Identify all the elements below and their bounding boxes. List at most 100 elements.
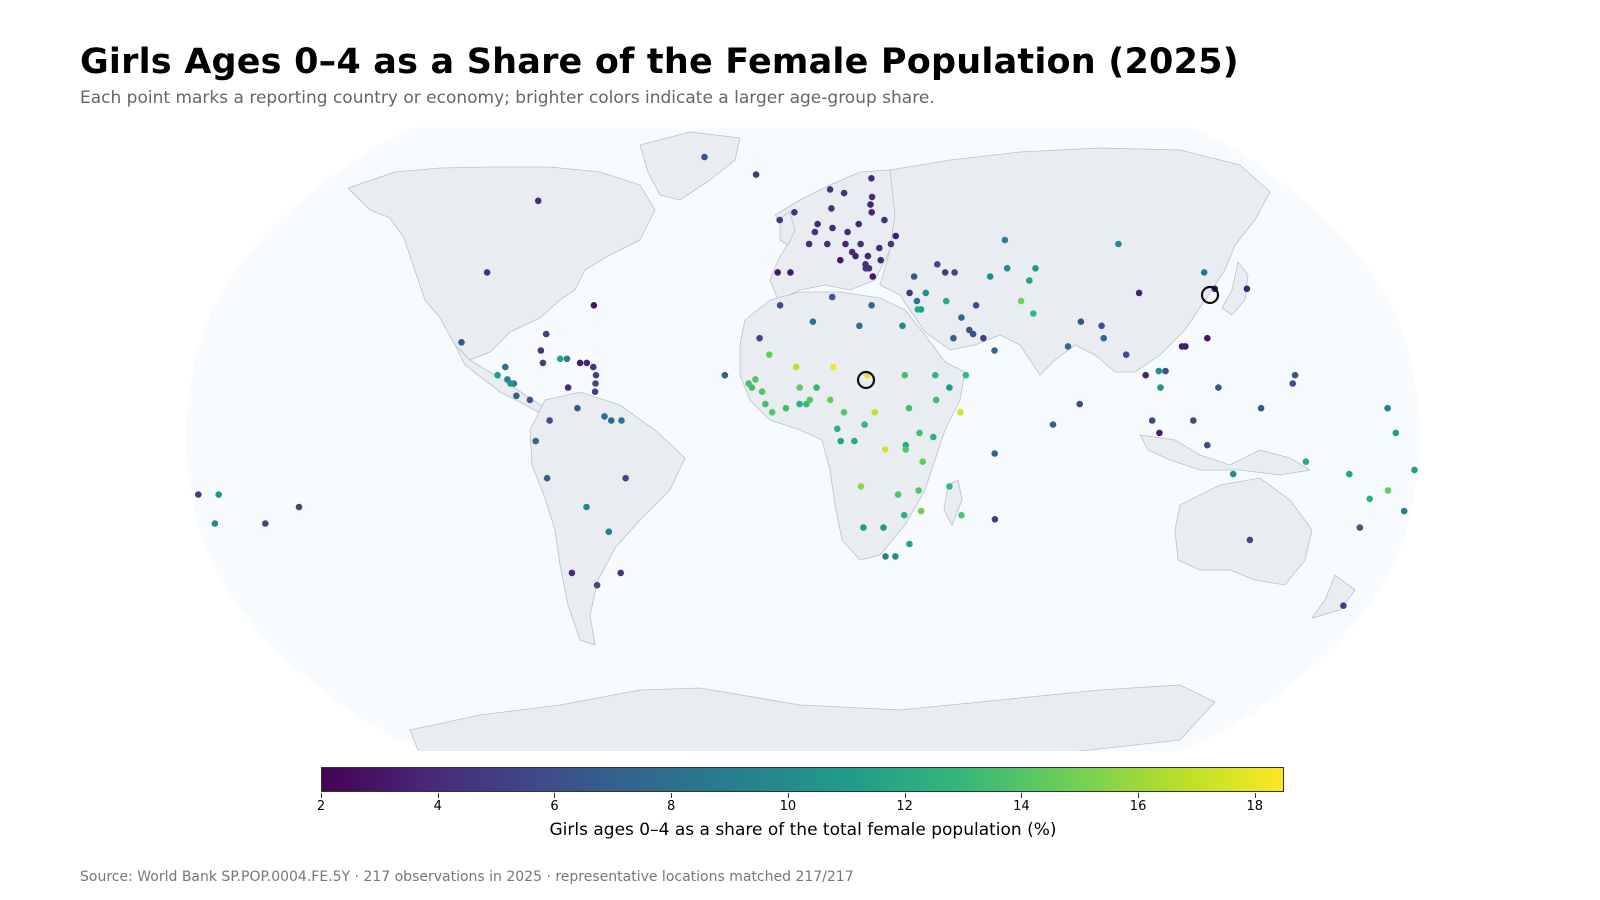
data-point [824, 240, 831, 248]
data-point [844, 228, 851, 236]
data-point [991, 516, 999, 523]
data-point [877, 256, 884, 264]
data-point [906, 289, 913, 297]
data-point [892, 553, 899, 560]
data-point [1243, 285, 1251, 293]
new-zealand-land [1310, 574, 1356, 619]
data-point [1142, 371, 1149, 379]
data-point [934, 261, 941, 268]
data-point [563, 355, 571, 363]
data-point [590, 302, 598, 309]
highlight-ring-chad [856, 370, 876, 390]
data-point [494, 371, 501, 379]
data-point [837, 437, 844, 445]
asia-land [879, 147, 1271, 376]
data-point [868, 193, 876, 201]
data-point [1017, 297, 1025, 305]
data-point [583, 503, 590, 511]
data-point [972, 302, 980, 309]
data-point [1190, 417, 1197, 424]
data-point [814, 220, 821, 228]
data-point [608, 417, 615, 424]
data-point [483, 269, 491, 276]
data-point [869, 273, 877, 280]
data-point [1392, 429, 1400, 437]
data-point [855, 220, 862, 228]
data-point [864, 252, 872, 260]
data-point [840, 189, 848, 197]
data-point [568, 569, 576, 577]
page-subtitle: Each point marks a reporting country or … [80, 88, 935, 108]
data-point [1098, 322, 1105, 330]
data-point [1340, 602, 1347, 609]
data-point [837, 256, 844, 264]
data-point [830, 363, 837, 371]
data-point [507, 380, 514, 387]
data-point [539, 359, 547, 367]
data-point [592, 371, 600, 379]
data-point [860, 524, 867, 531]
data-point [1200, 269, 1208, 276]
data-point [546, 417, 553, 424]
data-point [991, 450, 998, 457]
colorbar-title: Girls ages 0–4 as a share of the total f… [549, 820, 1057, 840]
highlight-markers [856, 285, 1220, 390]
data-point [906, 540, 913, 548]
africa-land [739, 291, 966, 561]
data-point [622, 474, 629, 482]
data-point [894, 491, 902, 498]
data-point [1229, 470, 1237, 478]
data-point [502, 363, 509, 371]
data-point [195, 491, 202, 498]
data-point [617, 569, 624, 577]
data-point [882, 553, 889, 560]
data-point [958, 314, 965, 321]
data-point [768, 409, 776, 416]
data-point [828, 293, 836, 301]
data-point [834, 425, 841, 433]
data-point [1356, 524, 1364, 531]
data-point [1257, 404, 1265, 412]
data-point [583, 359, 591, 367]
data-point [1204, 441, 1211, 449]
data-point [1155, 367, 1163, 375]
data-point [899, 322, 906, 330]
data-point [868, 175, 875, 182]
data-point [513, 392, 520, 400]
colorbar-tick [1021, 793, 1023, 798]
data-point [262, 520, 269, 527]
data-point [1030, 310, 1037, 317]
data-point [809, 318, 817, 326]
data-point [901, 371, 909, 379]
data-point [951, 269, 958, 276]
north-america-land [347, 166, 656, 361]
data-point [950, 334, 957, 342]
data-point [892, 232, 900, 240]
data-point [1003, 265, 1011, 272]
colorbar-tick [1138, 793, 1140, 798]
data-point [1122, 351, 1130, 359]
colorbar-tick-label: 12 [896, 799, 913, 814]
data-point [752, 376, 759, 383]
data-point [1064, 343, 1072, 350]
australia-land [1174, 477, 1313, 586]
data-point [748, 384, 756, 391]
data-point [1157, 384, 1164, 391]
data-point [593, 581, 601, 589]
data-point [910, 273, 918, 280]
data-point [1076, 400, 1083, 408]
data-point [1346, 470, 1353, 478]
data-point [526, 396, 534, 404]
data-point [868, 209, 875, 216]
data-point [766, 351, 773, 359]
data-point [962, 371, 970, 379]
data-point [848, 248, 856, 256]
colorbar-tick [787, 793, 789, 798]
data-point [776, 302, 784, 309]
data-point [590, 363, 597, 371]
data-point [776, 216, 783, 224]
data-point [1246, 536, 1254, 544]
data-point [556, 355, 564, 363]
data-point [1384, 487, 1392, 494]
data-point [211, 520, 219, 527]
